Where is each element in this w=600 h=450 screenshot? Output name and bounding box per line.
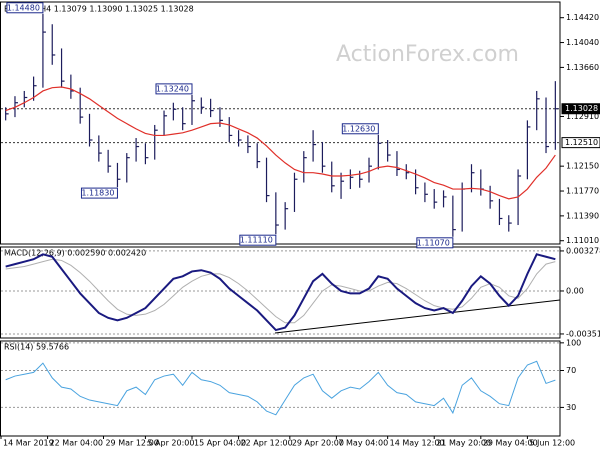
- level-box: [561, 137, 600, 149]
- panel-frame: [0, 340, 561, 437]
- swing-label: 1.11830: [81, 189, 114, 198]
- swing-box: [341, 123, 379, 135]
- panel-frame: [0, 246, 561, 339]
- x-tick-label: 29 Apr 20:00: [292, 439, 344, 448]
- swing-box: [416, 237, 454, 249]
- panel-frame: [0, 1, 561, 245]
- watermark: ActionForex.com: [336, 42, 519, 67]
- y-tick-label: 1.14420: [566, 13, 599, 22]
- y-tick-label: 1.11010: [566, 236, 599, 245]
- y-tick-label: 0.003278: [566, 246, 600, 255]
- rsi-line: [5, 360, 556, 416]
- level-label: 1.12510: [565, 138, 598, 147]
- moving-average: [5, 86, 556, 200]
- swing-label: 1.11110: [240, 236, 273, 245]
- y-tick-label: 1.13660: [566, 63, 599, 72]
- x-tick-label: 14 Mar 2019: [3, 439, 54, 448]
- x-tick-label: 14 May 12:00: [390, 439, 445, 448]
- y-tick-label: 1.11390: [566, 211, 599, 220]
- y-tick-label: -0.003519: [566, 329, 600, 338]
- macd-title: MACD(12,26,9) 0.002590 0.002420: [4, 249, 146, 258]
- trend-line: [274, 299, 561, 334]
- y-tick-label: 70: [566, 366, 576, 375]
- x-tick-label: 5 Jun 12:00: [529, 439, 575, 448]
- swing-label: 1.12630: [342, 124, 375, 133]
- macd-line: [5, 253, 556, 332]
- y-tick-label: 1.12910: [566, 112, 599, 121]
- y-tick-label: 100: [566, 338, 581, 347]
- level-box: [561, 103, 600, 115]
- swing-label: 1.14480: [7, 3, 40, 12]
- signal-line: [5, 258, 556, 324]
- x-tick-label: 21 May 20:00: [436, 439, 491, 448]
- y-tick-label: 1.11770: [566, 187, 599, 196]
- x-tick-label: 5 Apr 20:00: [147, 439, 194, 448]
- chart-title: EURUSD,H4 1.13079 1.13090 1.13025 1.1302…: [4, 5, 194, 14]
- x-tick-label: 15 Apr 04:00: [194, 439, 246, 448]
- swing-label: 1.13240: [156, 84, 189, 93]
- y-tick-label: 1.14040: [566, 38, 599, 47]
- swing-box: [6, 2, 44, 14]
- y-tick-label: 1.12150: [566, 162, 599, 171]
- swing-box: [239, 234, 277, 246]
- y-tick-label: 30: [566, 403, 576, 412]
- x-tick-label: 29 Mar 12:00: [105, 439, 158, 448]
- swing-box: [80, 187, 118, 199]
- x-tick-label: 29 May 04:00: [483, 439, 538, 448]
- rsi-title: RSI(14) 59.5766: [4, 343, 69, 352]
- swing-label: 1.11070: [417, 238, 450, 247]
- y-tick-label: 0.00: [566, 286, 584, 295]
- x-tick-label: 7 May 04:00: [338, 439, 388, 448]
- level-label: 1.13028: [565, 104, 598, 113]
- x-tick-label: 22 Mar 04:00: [50, 439, 103, 448]
- x-tick-label: 22 Apr 12:00: [241, 439, 293, 448]
- swing-box: [155, 83, 193, 95]
